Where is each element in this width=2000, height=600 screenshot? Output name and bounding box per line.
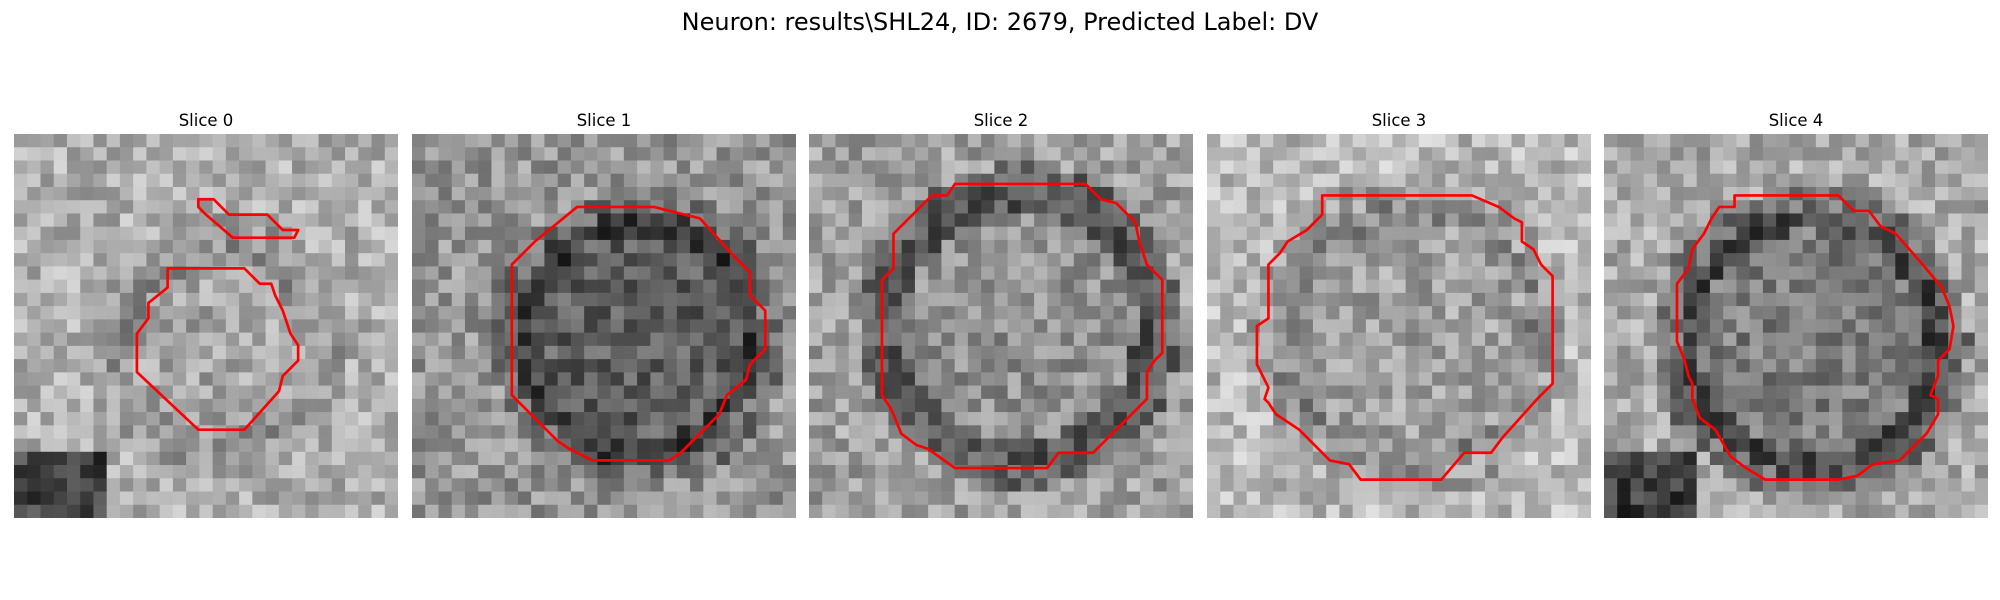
slice-texture	[14, 134, 398, 518]
slice-title: Slice 0	[178, 111, 234, 130]
slice-image	[1207, 134, 1591, 518]
slice-image	[412, 134, 796, 518]
figure-title: Neuron: results\SHL24, ID: 2679, Predict…	[681, 8, 1319, 36]
slice-panel-1: Slice 1	[412, 108, 796, 518]
contour-outline	[1675, 194, 1955, 481]
slice-title: Slice 1	[576, 111, 632, 130]
slice-image	[14, 134, 398, 518]
slice-texture	[1604, 134, 1988, 518]
slice-texture	[809, 134, 1193, 518]
slice-panel-4: Slice 4	[1604, 108, 1988, 518]
contour-outline	[510, 205, 767, 462]
slice-image	[1604, 134, 1988, 518]
slice-title: Slice 2	[973, 111, 1029, 130]
slice-texture	[1207, 134, 1591, 518]
contour-outline	[1255, 194, 1554, 481]
slice-title: Slice 3	[1371, 111, 1427, 130]
slice-title: Slice 4	[1768, 111, 1824, 130]
contour-outline	[196, 197, 300, 240]
slice-panel-2: Slice 2	[809, 108, 1193, 518]
contour-outline	[880, 182, 1164, 470]
slice-panel-0: Slice 0	[14, 108, 398, 518]
slice-texture	[412, 134, 796, 518]
slice-panel-3: Slice 3	[1207, 108, 1591, 518]
slice-image	[809, 134, 1193, 518]
contour-outline	[135, 267, 300, 432]
